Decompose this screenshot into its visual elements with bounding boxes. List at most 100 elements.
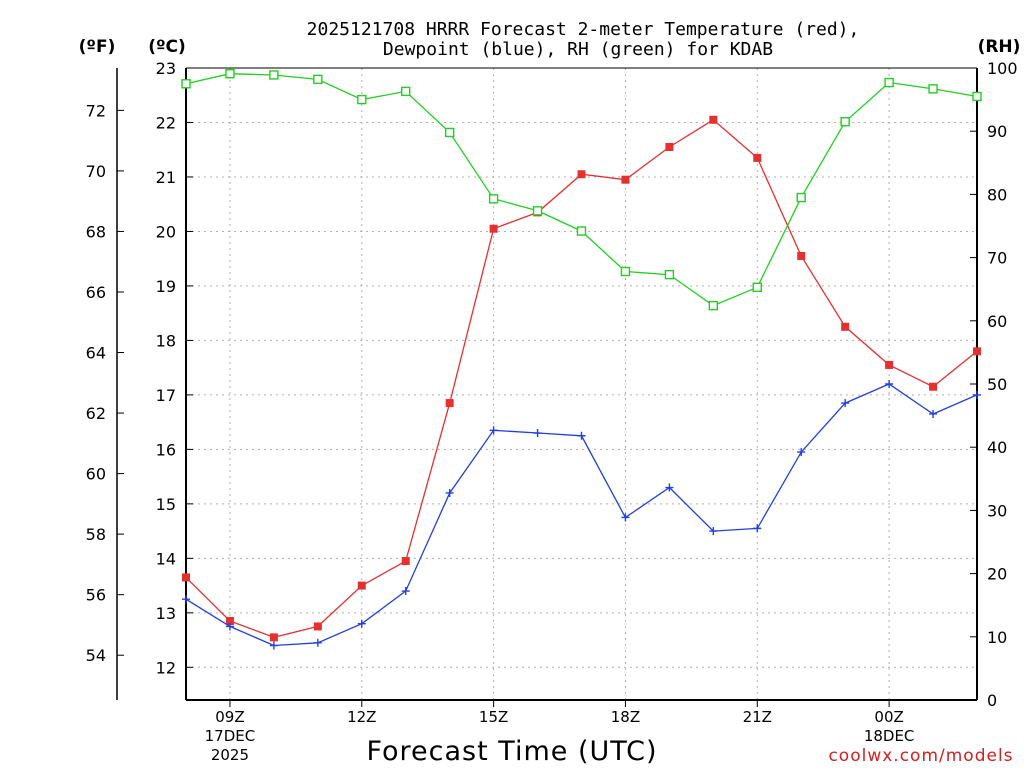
celsius-tick-label: 18 xyxy=(156,331,176,350)
rh-tick-label: 90 xyxy=(987,122,1007,141)
dewpoint-marker xyxy=(929,409,938,418)
temperature-marker xyxy=(797,251,806,260)
x-tick-date-label: 17DEC xyxy=(205,727,256,745)
fahrenheit-tick-label: 60 xyxy=(86,465,106,484)
fahrenheit-tick-label: 58 xyxy=(86,525,106,544)
fahrenheit-tick-label: 66 xyxy=(86,283,106,302)
celsius-tick-label: 21 xyxy=(156,168,176,187)
x-tick-label: 00Z xyxy=(874,708,903,726)
rh-marker xyxy=(928,84,938,94)
celsius-tick-label: 16 xyxy=(156,440,176,459)
data-series xyxy=(181,68,982,650)
dewpoint-marker xyxy=(401,587,410,596)
rh-tick-label: 70 xyxy=(987,249,1007,268)
celsius-tick-label: 17 xyxy=(156,386,176,405)
temperature-marker xyxy=(313,622,322,631)
rh-marker xyxy=(708,300,719,311)
rh-tick-label: 30 xyxy=(987,501,1007,520)
rh-marker xyxy=(840,117,850,127)
temperature-marker xyxy=(621,175,630,184)
rh-marker xyxy=(576,226,587,236)
dewpoint-line xyxy=(185,383,978,647)
celsius-tick-label: 20 xyxy=(156,222,176,241)
fahrenheit-tick-label: 68 xyxy=(86,222,106,241)
fahrenheit-tick-label: 64 xyxy=(86,344,106,363)
temperature-line xyxy=(185,118,978,638)
fahrenheit-unit-label: (ºF) xyxy=(79,37,116,57)
rh-marker xyxy=(752,282,762,293)
dewpoint-marker xyxy=(621,513,630,522)
rh-marker xyxy=(225,68,235,79)
rh-marker xyxy=(796,192,806,203)
celsius-tick-label: 19 xyxy=(156,277,176,296)
x-tick-label: 18Z xyxy=(611,708,640,726)
dewpoint-marker xyxy=(489,426,498,435)
x-tick-date-label: 18DEC xyxy=(864,727,915,745)
fahrenheit-tick-label: 72 xyxy=(86,101,106,120)
rh-tick-label: 20 xyxy=(987,565,1007,584)
temperature-marker xyxy=(401,557,410,566)
chart-title-line2: Dewpoint (blue), RH (green) for KDAB xyxy=(383,39,773,60)
temperature-marker xyxy=(841,322,850,331)
dewpoint-marker xyxy=(533,429,542,438)
temperature-marker xyxy=(577,170,586,179)
dewpoint-marker xyxy=(269,641,278,650)
rh-tick-label: 100 xyxy=(987,59,1018,78)
rh-marker xyxy=(269,70,279,80)
celsius-tick-label: 14 xyxy=(156,549,176,568)
celsius-tick-label: 12 xyxy=(156,658,176,677)
rh-tick-label: 50 xyxy=(987,375,1007,394)
rh-marker xyxy=(401,86,411,97)
temperature-marker xyxy=(929,382,938,391)
dewpoint-marker xyxy=(313,638,322,647)
temperature-marker xyxy=(885,360,894,369)
credit-text: coolwx.com/models xyxy=(828,746,1013,766)
fahrenheit-tick-label: 70 xyxy=(86,162,106,181)
grid-lines xyxy=(186,67,977,700)
temperature-marker xyxy=(182,573,190,582)
rh-tick-label: 0 xyxy=(987,691,997,710)
dewpoint-marker xyxy=(709,527,718,536)
dewpoint-marker xyxy=(841,399,850,408)
fahrenheit-tick-label: 56 xyxy=(86,586,106,605)
x-tick-label: 09Z xyxy=(215,708,244,726)
dewpoint-marker xyxy=(973,390,981,399)
celsius-tick-label: 22 xyxy=(156,113,176,132)
x-tick-label: 15Z xyxy=(479,708,508,726)
axes: 12 13 14 15 16 17 18 19 20 21 22 23 54 56 58 60 62 64 66 68… xyxy=(86,59,1018,710)
rh-marker xyxy=(972,91,982,102)
rh-marker xyxy=(313,74,323,85)
rh-marker xyxy=(620,266,631,277)
rh-marker xyxy=(357,94,367,105)
x-tick-label: 21Z xyxy=(743,708,772,726)
rh-marker xyxy=(532,206,543,216)
rh-marker xyxy=(488,194,499,204)
fahrenheit-tick-label: 62 xyxy=(86,404,106,423)
celsius-tick-label: 13 xyxy=(156,604,176,623)
x-tick-label: 12Z xyxy=(347,708,376,726)
dewpoint-marker xyxy=(357,619,366,628)
dewpoint-marker xyxy=(182,595,190,604)
rh-tick-label: 80 xyxy=(987,185,1007,204)
temperature-marker xyxy=(973,347,981,356)
celsius-tick-label: 23 xyxy=(156,59,176,78)
x-tick-year-label: 2025 xyxy=(211,746,249,764)
celsius-unit-label: (ºC) xyxy=(148,37,186,57)
temperature-marker xyxy=(269,633,278,642)
fahrenheit-tick-label: 54 xyxy=(86,646,106,665)
celsius-tick-label: 15 xyxy=(156,495,176,514)
temperature-marker xyxy=(445,399,454,408)
rh-marker xyxy=(444,127,455,138)
rh-unit-label: (RH) xyxy=(978,37,1021,57)
temperature-marker xyxy=(753,153,762,162)
rh-tick-label: 10 xyxy=(987,628,1007,647)
temperature-marker xyxy=(665,143,674,151)
x-axis-label: Forecast Time (UTC) xyxy=(366,736,657,767)
temperature-marker xyxy=(709,115,718,124)
dewpoint-marker xyxy=(445,488,454,497)
temperature-marker xyxy=(489,224,498,233)
dewpoint-marker xyxy=(797,448,806,457)
temperature-marker xyxy=(357,581,366,590)
